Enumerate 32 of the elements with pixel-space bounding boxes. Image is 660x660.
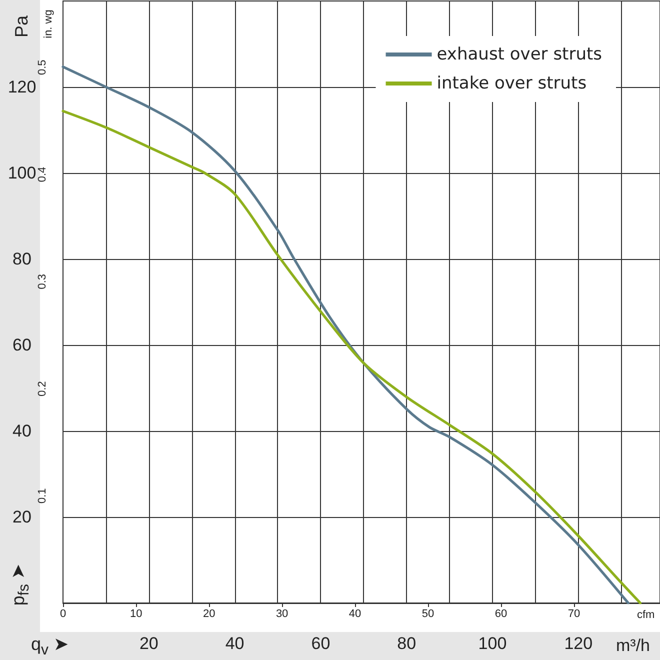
x-axis-title: m³/h — [616, 636, 650, 656]
y-tick-label: 120 — [8, 78, 36, 96]
x2-tick-label: 60 — [494, 608, 508, 620]
x2-tick-label: 40 — [348, 608, 362, 620]
x-tick-label: 80 — [397, 634, 416, 653]
x-tick-label: 120 — [564, 634, 593, 653]
y-tick-label: 20 — [12, 508, 32, 526]
legend-label: intake over struts — [436, 74, 587, 94]
x2-tick-label: 20 — [202, 608, 216, 620]
y2-axis-title: in. wg — [42, 10, 54, 38]
x2-tick-label: 0 — [60, 608, 66, 620]
y-tick-label: 40 — [12, 422, 32, 440]
y-tick-label: 100 — [8, 164, 36, 182]
y-tick-label: 60 — [12, 336, 32, 354]
x2-tick-label: 30 — [276, 608, 288, 620]
x2-axis-title: cfm — [637, 609, 655, 621]
x2-tick-label: 10 — [130, 608, 142, 620]
x-tick-label: 20 — [139, 634, 158, 653]
y2-tick-label: 0.5 — [36, 60, 48, 76]
x2-tick-label: 70 — [568, 608, 580, 620]
y2-tick-label: 0.4 — [36, 166, 48, 182]
x2-tick-label: 50 — [422, 608, 434, 620]
y2-tick-label: 0.3 — [36, 274, 48, 290]
y-axis-title: Pa — [12, 14, 33, 38]
x-tick-label: 40 — [225, 634, 244, 653]
legend-label: exhaust over struts — [436, 44, 602, 64]
y2-tick-label: 0.1 — [36, 488, 48, 504]
text: q$_{v}$ ➤ — [31, 633, 69, 659]
x-tick-label: 60 — [311, 634, 330, 653]
y-tick-label: 80 — [12, 250, 32, 268]
x-tick-label: 100 — [478, 634, 507, 653]
y2-tick-label: 0.2 — [36, 381, 48, 396]
